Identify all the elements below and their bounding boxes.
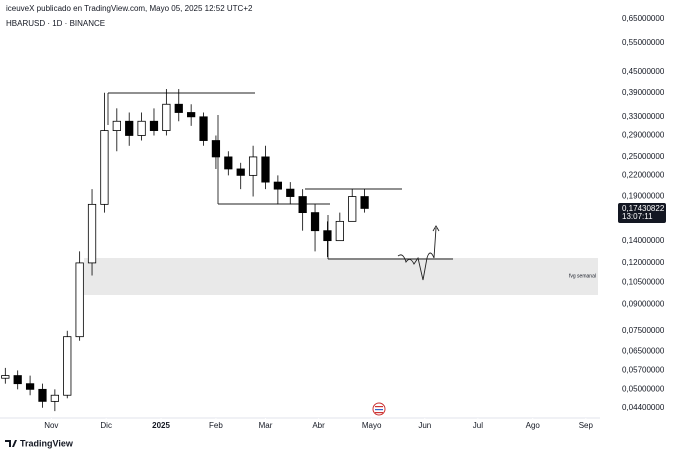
- candle-body: [298, 196, 307, 214]
- candle-body: [335, 220, 344, 242]
- candle-body: [310, 212, 320, 232]
- y-tick-label: 0,12000000: [622, 258, 665, 267]
- y-tick-label: 0,55000000: [622, 38, 665, 47]
- candle-body: [38, 388, 47, 402]
- candle-body: [174, 103, 183, 113]
- x-tick-label: Jul: [473, 421, 483, 430]
- candle-body: [13, 375, 22, 385]
- y-tick-label: 0,33000000: [622, 112, 665, 121]
- candle-body: [87, 203, 97, 264]
- symbol: HBARUSD · 1D · BINANCE: [6, 19, 105, 28]
- y-tick-label: 0,09000000: [622, 300, 665, 309]
- candle-body: [1, 375, 10, 379]
- y-tick-label: 0,07500000: [622, 326, 665, 335]
- x-tick-label: Nov: [44, 421, 58, 430]
- x-tick-label: Mayo: [362, 421, 382, 430]
- y-tick-label: 0,05000000: [622, 384, 665, 393]
- x-tick-label: Dic: [100, 421, 112, 430]
- y-tick-label: 0,22000000: [622, 170, 665, 179]
- y-tick-label: 0,65000000: [622, 14, 665, 23]
- y-tick-label: 0,25000000: [622, 152, 665, 161]
- y-tick-label: 0,06500000: [622, 347, 665, 356]
- y-tick-label: 0,29000000: [622, 131, 665, 140]
- candle-body: [248, 156, 258, 176]
- y-tick-label: 0,05700000: [622, 366, 665, 375]
- candle-body: [125, 120, 134, 136]
- x-tick-label: Sep: [579, 421, 594, 430]
- candle-body: [323, 230, 332, 242]
- fvg-zone: [84, 258, 598, 295]
- candle-body: [63, 336, 72, 396]
- candle-body: [25, 383, 35, 390]
- flag: [372, 402, 386, 416]
- y-tick-label: 0,45000000: [622, 67, 665, 76]
- x-tick-label: Feb: [209, 421, 223, 430]
- candle-body: [162, 103, 171, 131]
- candle-body: [187, 112, 196, 118]
- candle-body: [149, 120, 159, 131]
- y-tick-label: 0,19000000: [622, 192, 665, 201]
- y-tick-label: 0,14000000: [622, 236, 665, 245]
- candle-body: [261, 156, 270, 183]
- candle-body: [360, 196, 369, 209]
- brand-logo: [5, 440, 17, 447]
- candle-body: [100, 130, 109, 205]
- annotation: fvg semanal: [569, 273, 596, 279]
- candle-body: [236, 168, 245, 176]
- drawings: [107, 92, 453, 281]
- candle-body: [199, 116, 208, 141]
- y-tick-label: 0,04400000: [622, 403, 665, 412]
- price-box: [618, 202, 666, 223]
- candle-body: [50, 394, 59, 402]
- candle-body: [112, 120, 121, 131]
- x-tick-label: Mar: [259, 421, 273, 430]
- candle-body: [75, 262, 84, 338]
- candle-body: [211, 140, 221, 158]
- candle-body: [137, 120, 146, 136]
- publisher: iceuveX publicado en TradingView.com, Ma…: [6, 4, 253, 13]
- x-tick-label: Ago: [526, 421, 541, 430]
- candle-body: [286, 188, 295, 197]
- brand: TradingView: [20, 438, 74, 448]
- candle-body: [273, 181, 282, 190]
- x-tick-label: Abr: [312, 421, 325, 430]
- candle-body: [224, 156, 233, 170]
- y-tick-label: 0,39000000: [622, 88, 665, 97]
- countdown: 13:07:11: [622, 212, 653, 221]
- candle-body: [348, 196, 357, 222]
- price-label: 0,17430822: [622, 204, 665, 213]
- y-tick-label: 0,10500000: [622, 277, 665, 286]
- x-tick-label: Jun: [418, 421, 431, 430]
- x-tick-label: 2025: [152, 421, 170, 430]
